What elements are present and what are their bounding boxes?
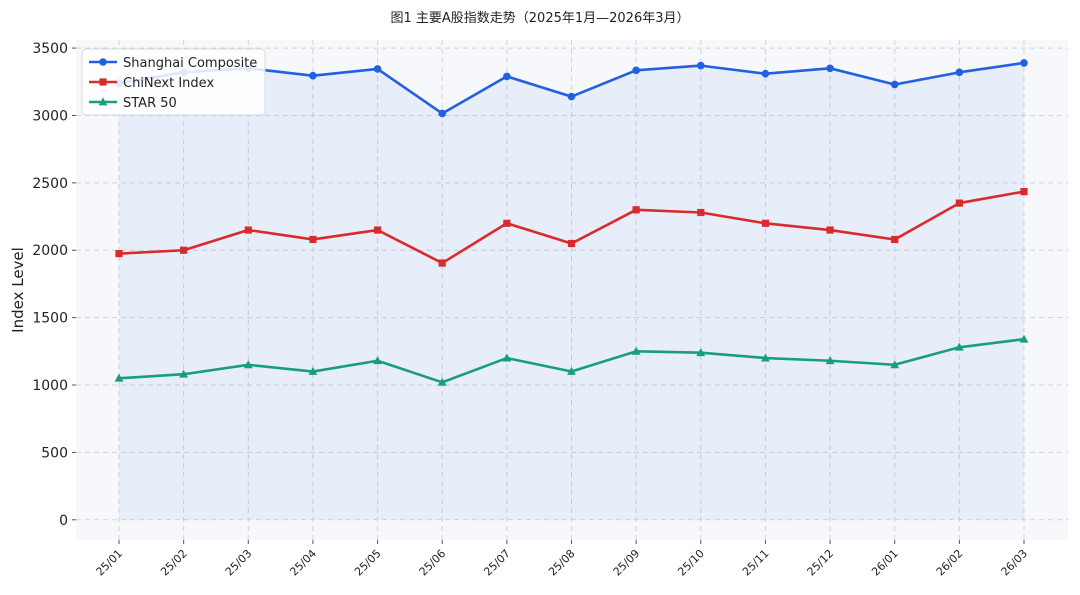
data-point-star-50 — [825, 356, 835, 365]
data-point-chinext-index — [891, 235, 899, 244]
data-point-shanghai-composite — [890, 80, 899, 89]
data-point-star-50 — [761, 353, 770, 362]
data-point-shanghai-composite — [438, 109, 447, 118]
legend-swatch-marker — [99, 78, 107, 86]
y-tick-label: 1000 — [32, 378, 68, 394]
data-point-star-50 — [890, 360, 900, 369]
data-point-shanghai-composite — [632, 66, 640, 75]
y-tick-label: 1500 — [32, 311, 68, 327]
data-point-chinext-index — [955, 199, 963, 207]
data-point-shanghai-composite — [503, 72, 511, 81]
legend-swatch-marker — [98, 97, 108, 106]
data-point-shanghai-composite — [955, 68, 964, 77]
data-point-chinext-index — [115, 250, 123, 258]
data-point-chinext-index — [567, 239, 576, 248]
x-tick-label: 25/11 — [740, 547, 772, 579]
data-point-star-50 — [373, 356, 382, 365]
data-point-chinext-index — [309, 235, 317, 244]
x-tick-label: 25/08 — [546, 547, 578, 579]
data-point-chinext-index — [761, 219, 770, 227]
x-tick-label: 25/04 — [287, 547, 319, 579]
data-point-star-50 — [1019, 334, 1029, 343]
x-tick-label: 25/12 — [805, 547, 837, 579]
data-point-shanghai-composite — [761, 69, 770, 78]
x-tick-label: 25/05 — [352, 547, 384, 579]
data-point-chinext-index — [1020, 188, 1028, 196]
data-point-chinext-index — [180, 246, 188, 254]
data-point-star-50 — [502, 353, 512, 362]
y-tick-label: 3500 — [32, 41, 68, 57]
data-point-chinext-index — [244, 226, 252, 234]
data-point-chinext-index — [438, 259, 446, 267]
x-tick-label: 26/03 — [999, 547, 1031, 579]
data-point-shanghai-composite — [696, 61, 705, 70]
data-point-star-50 — [308, 366, 318, 375]
data-point-chinext-index — [697, 208, 705, 217]
data-point-chinext-index — [826, 226, 834, 234]
legend: Shanghai Composite ChiNext Index STAR 50 — [81, 48, 266, 116]
data-point-shanghai-composite — [567, 92, 576, 101]
data-point-star-50 — [179, 369, 189, 378]
x-tick-label: 26/01 — [869, 547, 901, 579]
data-point-shanghai-composite — [826, 64, 834, 73]
data-point-shanghai-composite — [373, 65, 382, 73]
x-tick-label: 25/06 — [417, 547, 449, 579]
x-tick-label: 25/01 — [94, 547, 126, 579]
legend-entry-label: STAR 50 — [123, 96, 177, 111]
x-tick-label: 26/02 — [934, 547, 966, 579]
y-tick-label: 2500 — [32, 176, 68, 192]
legend-entry-label: Shanghai Composite — [123, 56, 257, 71]
data-point-shanghai-composite — [1020, 59, 1028, 67]
x-tick-label: 25/02 — [158, 547, 190, 579]
data-point-star-50 — [114, 373, 124, 382]
legend-swatch-marker — [99, 58, 107, 66]
x-tick-label: 25/03 — [223, 547, 255, 579]
y-axis-label: Index Level — [9, 247, 27, 333]
data-point-shanghai-composite — [309, 71, 317, 80]
data-point-star-50 — [954, 342, 964, 351]
chart-title: 图1 主要A股指数走势（2025年1月—2026年3月） — [390, 10, 689, 26]
data-point-chinext-index — [503, 219, 511, 227]
legend-entry-label: ChiNext Index — [123, 76, 214, 91]
x-tick-label: 25/10 — [675, 547, 707, 579]
data-point-star-50 — [243, 360, 253, 369]
data-point-chinext-index — [632, 206, 640, 214]
y-tick-label: 0 — [59, 513, 68, 529]
y-tick-label: 500 — [41, 445, 68, 461]
data-point-chinext-index — [373, 226, 382, 234]
y-tick-label: 3000 — [32, 108, 68, 124]
x-tick-label: 25/07 — [481, 547, 513, 579]
data-point-star-50 — [437, 377, 447, 386]
x-tick-label: 25/09 — [611, 547, 643, 579]
y-tick-label: 2000 — [32, 243, 68, 259]
data-point-star-50 — [567, 366, 576, 375]
series-area-fill — [119, 62, 1024, 520]
data-point-star-50 — [696, 348, 706, 357]
data-point-star-50 — [631, 346, 641, 355]
legend-box — [81, 48, 266, 116]
